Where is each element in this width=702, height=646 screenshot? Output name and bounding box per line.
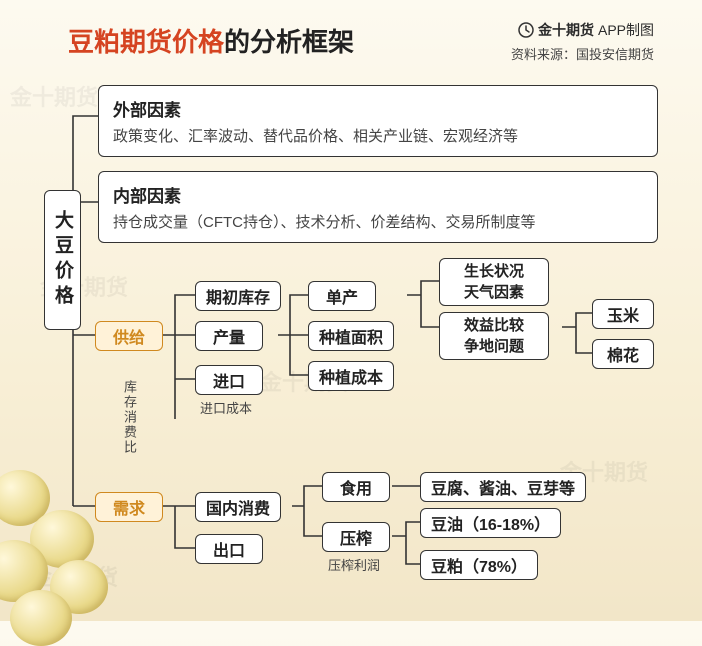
node-export: 出口 — [195, 534, 263, 564]
node-supply: 供给 — [95, 321, 163, 351]
import-note: 进口成本 — [200, 398, 252, 417]
box-external: 外部因素 政策变化、汇率波动、替代品价格、相关产业链、宏观经济等 — [98, 85, 658, 157]
node-area: 种植面积 — [308, 321, 394, 351]
node-output: 产量 — [195, 321, 263, 351]
credit-logo: 金十期货 — [538, 20, 594, 40]
internal-desc: 持仓成交量（CFTC持仓）、技术分析、价差结构、交易所制度等 — [113, 211, 643, 232]
node-demand: 需求 — [95, 492, 163, 522]
node-growth-weather: 生长状况 天气因素 — [439, 258, 549, 306]
source-text: 资料来源：国投安信期货 — [511, 44, 654, 63]
credit-suffix: APP制图 — [598, 20, 654, 40]
external-title: 外部因素 — [113, 96, 643, 121]
press-note: 压榨利润 — [328, 555, 380, 574]
node-initial-inventory: 期初库存 — [195, 281, 281, 311]
watermark: 金十期货 — [10, 80, 98, 112]
clock-icon — [518, 22, 534, 38]
title-highlight: 豆粕期货价格 — [68, 27, 224, 57]
internal-title: 内部因素 — [113, 182, 643, 207]
node-cotton: 棉花 — [592, 339, 654, 369]
node-benefit-compare: 效益比较 争地问题 — [439, 312, 549, 360]
node-eat: 食用 — [322, 472, 390, 502]
node-cost: 种植成本 — [308, 361, 394, 391]
node-soyoil: 豆油（16-18%） — [420, 508, 561, 538]
node-eat-detail: 豆腐、酱油、豆芽等 — [420, 472, 586, 502]
node-import: 进口 — [195, 365, 263, 395]
node-soymeal: 豆粕（78%） — [420, 550, 538, 580]
node-domestic: 国内消费 — [195, 492, 281, 522]
external-desc: 政策变化、汇率波动、替代品价格、相关产业链、宏观经济等 — [113, 125, 643, 146]
title-rest: 的分析框架 — [224, 27, 354, 57]
node-corn: 玉米 — [592, 299, 654, 329]
node-press: 压榨 — [322, 522, 390, 552]
ratio-label: 库存消费比 — [120, 380, 139, 455]
node-yield: 单产 — [308, 281, 376, 311]
box-internal: 内部因素 持仓成交量（CFTC持仓）、技术分析、价差结构、交易所制度等 — [98, 171, 658, 243]
node-root: 大豆价格 — [44, 190, 81, 330]
credit: 金十期货 APP制图 — [518, 20, 654, 40]
page-title: 豆粕期货价格的分析框架 — [68, 22, 354, 59]
